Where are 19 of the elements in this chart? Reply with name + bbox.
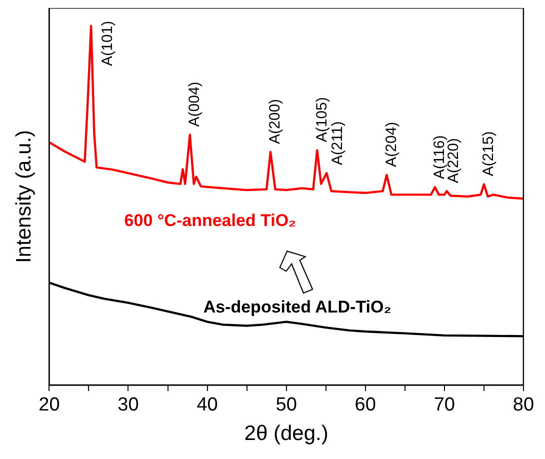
annotation: A(105) — [313, 97, 330, 142]
y-axis-title: Intensity (a.u.) — [12, 130, 36, 264]
x-tick-label: 20 — [38, 394, 60, 416]
annotation: A(101) — [99, 20, 116, 66]
x-tick-label: 70 — [434, 394, 455, 416]
x-tick-label: 80 — [512, 394, 534, 416]
annotation: A(211) — [328, 121, 346, 166]
annotation: A(200) — [266, 98, 284, 144]
annotation: A(004) — [186, 82, 204, 127]
annotation: A(116) — [431, 135, 448, 180]
annotation: A(215) — [480, 131, 498, 176]
series-label: 600 °C-annealed TiO₂ — [124, 210, 296, 230]
x-tick-label: 50 — [276, 394, 297, 416]
x-tick-label: 40 — [196, 394, 218, 416]
x-tick-label: 60 — [354, 394, 376, 416]
x-tick-label: 30 — [118, 394, 139, 416]
series-label: As-deposited ALD-TiO₂ — [203, 297, 392, 316]
annotation: A(204) — [382, 122, 400, 167]
x-axis-title: 2θ (deg.) — [244, 422, 328, 446]
